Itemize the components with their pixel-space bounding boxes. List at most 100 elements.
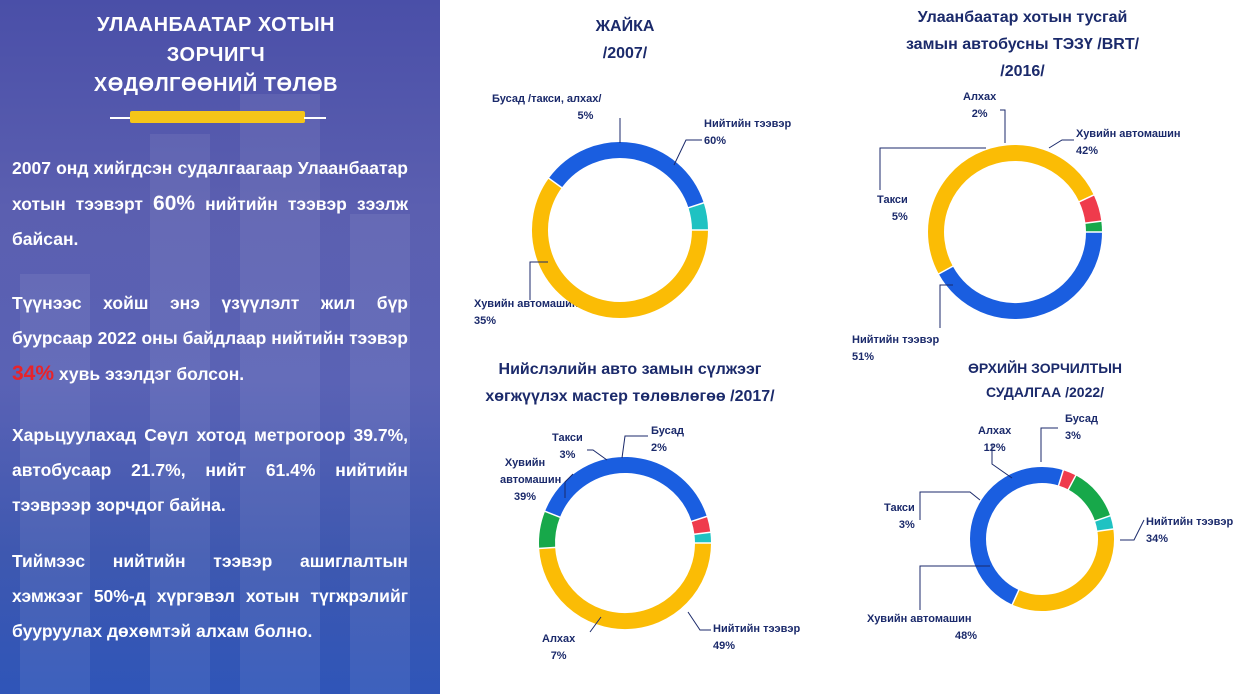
donut-slice bbox=[1068, 475, 1111, 522]
donut-slice bbox=[970, 467, 1064, 605]
leader-line bbox=[879, 147, 986, 190]
slice-label-walking: Алхах 2% bbox=[963, 91, 997, 120]
donut-slice bbox=[1094, 515, 1114, 532]
leader-line bbox=[589, 616, 602, 633]
slice-label-private-car: Хувийн автомашин 42% bbox=[1076, 128, 1181, 157]
title-divider-line bbox=[110, 117, 132, 119]
slice-label-taxi: Такси 3% bbox=[884, 502, 915, 531]
leader-line bbox=[564, 473, 574, 498]
donut-slice bbox=[1012, 528, 1114, 611]
leader-line bbox=[587, 449, 608, 461]
paragraph-text: хувь эзэлдэг болсон. bbox=[54, 364, 245, 384]
donut-slice bbox=[938, 231, 1102, 319]
slice-label-other: Бусад 3% bbox=[1065, 413, 1098, 442]
donut-slice bbox=[532, 178, 708, 318]
chart-title-line: Нийслэлийн авто замын сүлжээг bbox=[498, 361, 762, 378]
leader-line bbox=[1040, 427, 1058, 462]
chart-title-line: замын автобусны ТЭЗҮ /BRT/ bbox=[905, 36, 1140, 53]
chart-title-masterplan: Нийслэлийн авто замын сүлжээг хөгжүүлэх … bbox=[470, 356, 790, 410]
leader-line bbox=[939, 284, 953, 328]
donut-slice bbox=[688, 202, 708, 231]
donut-slice bbox=[539, 542, 711, 630]
background-building bbox=[20, 274, 90, 694]
panel-title-line: ЗОРЧИГЧ bbox=[166, 44, 266, 66]
slice-label-private-car: Хувийн автомашин 35% bbox=[474, 298, 579, 327]
slice-separator bbox=[1011, 588, 1020, 606]
donut-chart-3 bbox=[970, 467, 1115, 611]
donut-slice bbox=[545, 457, 707, 522]
donut-slice bbox=[691, 516, 711, 535]
chart-title-line: ӨРХИЙН ЗОРЧИЛТЫН bbox=[967, 360, 1123, 376]
slice-separator bbox=[693, 531, 712, 536]
leader-line bbox=[687, 611, 711, 631]
highlight-34-percent: 34% bbox=[12, 362, 55, 385]
slice-label-other: Бусад /такси, алхах/5% bbox=[492, 93, 602, 122]
leader-line bbox=[919, 565, 990, 610]
slice-label-public-transport: Нийтийн тээвэр 51% bbox=[852, 334, 940, 363]
slice-label-walking: Алхах 12% bbox=[978, 425, 1012, 454]
info-panel: УЛААНБААТАР ХОТЫН ЗОРЧИГЧ ХӨДӨЛГӨӨНИЙ ТӨ… bbox=[0, 0, 440, 694]
slice-label-walking: Алхах 7% bbox=[542, 633, 576, 662]
donut-slice bbox=[539, 511, 561, 549]
leader-line bbox=[621, 435, 648, 459]
paragraph-2022: Түүнээс хойш энэ үзүүлэлт жил бүр буурса… bbox=[12, 286, 408, 392]
chart-title-line: СУДАЛГАА /2022/ bbox=[985, 384, 1105, 400]
slice-separator bbox=[690, 515, 708, 523]
donut-chart-1 bbox=[928, 145, 1103, 319]
chart-title-line: хөгжүүлэх мастер төлөвлөгөө /2017/ bbox=[485, 388, 775, 405]
slice-label-taxi: Такси 3% bbox=[552, 432, 583, 461]
donut-slice bbox=[1079, 194, 1102, 224]
paragraph-text: нийтийн тээвэр зээлж байсан. bbox=[12, 194, 408, 249]
slice-separator bbox=[1093, 514, 1112, 522]
chart-title-jica: ЖАЙКА /2007/ bbox=[525, 13, 725, 67]
slice-label-private-car: Хувийн автомашин 48% bbox=[867, 613, 978, 642]
slice-separator bbox=[538, 546, 557, 550]
title-underline-bar bbox=[130, 111, 305, 123]
title-divider-line bbox=[304, 117, 326, 119]
donut-slice bbox=[928, 145, 1094, 274]
slice-label-public-transport: Нийтийн тээвэр 34% bbox=[1146, 516, 1234, 545]
highlight-60-percent: 60% bbox=[153, 192, 196, 215]
leader-line bbox=[529, 261, 548, 300]
chart-title-line: /2007/ bbox=[602, 45, 648, 62]
slice-separator bbox=[1084, 220, 1103, 224]
leader-line bbox=[1120, 519, 1145, 541]
slice-label-public-transport: Нийтийн тээвэр 60% bbox=[704, 118, 792, 147]
background-building bbox=[150, 134, 210, 694]
chart-title-line: /2016/ bbox=[1000, 63, 1045, 80]
panel-title-line: УЛААНБААТАР ХОТЫН bbox=[97, 14, 335, 36]
leader-line bbox=[991, 444, 1013, 479]
slice-separator bbox=[547, 177, 564, 189]
slice-label-taxi: Такси 5% bbox=[877, 194, 908, 223]
leader-line bbox=[1000, 109, 1006, 143]
slice-separator bbox=[687, 201, 705, 209]
donut-slice bbox=[1085, 221, 1103, 233]
slice-label-private-car: Хувийн автомашин 39% bbox=[500, 457, 562, 503]
paragraph-text: 2007 онд хийгдсэн судалгаагаар Улаанбаат… bbox=[12, 158, 408, 214]
leader-line bbox=[919, 491, 981, 520]
leader-line bbox=[1048, 139, 1074, 149]
chart-title-brt: Улаанбаатар хотын тусгай замын автобусны… bbox=[880, 4, 1165, 85]
background-building bbox=[240, 94, 320, 694]
donut-chart-0 bbox=[532, 142, 709, 318]
slice-separator bbox=[1057, 469, 1065, 487]
slice-separator bbox=[1067, 474, 1077, 491]
donut-slice bbox=[694, 532, 711, 544]
slice-label-public-transport: Нийтийн тээвэр 49% bbox=[713, 623, 801, 652]
donut-slice bbox=[548, 142, 704, 208]
panel-title-line: ХӨДӨЛГӨӨНИЙ ТӨЛӨВ bbox=[93, 74, 339, 96]
slice-separator bbox=[1078, 193, 1095, 203]
slice-separator bbox=[1096, 528, 1115, 533]
leader-line bbox=[673, 139, 702, 166]
slice-label-other: Бусад 2% bbox=[651, 425, 684, 454]
paragraph-seoul: Харьцуулахад Сөүл хотод метрогоор 39.7%,… bbox=[12, 425, 408, 515]
donut-slice bbox=[1058, 470, 1076, 490]
slice-separator bbox=[937, 265, 955, 276]
chart-title-line: Улаанбаатар хотын тусгай bbox=[917, 9, 1128, 26]
slice-separator bbox=[543, 510, 562, 519]
chart-title-household: ӨРХИЙН ЗОРЧИЛТЫН СУДАЛГАА /2022/ bbox=[945, 356, 1145, 404]
paragraph-text: Түүнээс хойш энэ үзүүлэлт жил бүр буурса… bbox=[12, 293, 408, 348]
panel-title: УЛААНБААТАР ХОТЫН ЗОРЧИГЧ ХӨДӨЛГӨӨНИЙ ТӨ… bbox=[0, 10, 432, 100]
chart-title-line: ЖАЙКА bbox=[595, 18, 655, 35]
